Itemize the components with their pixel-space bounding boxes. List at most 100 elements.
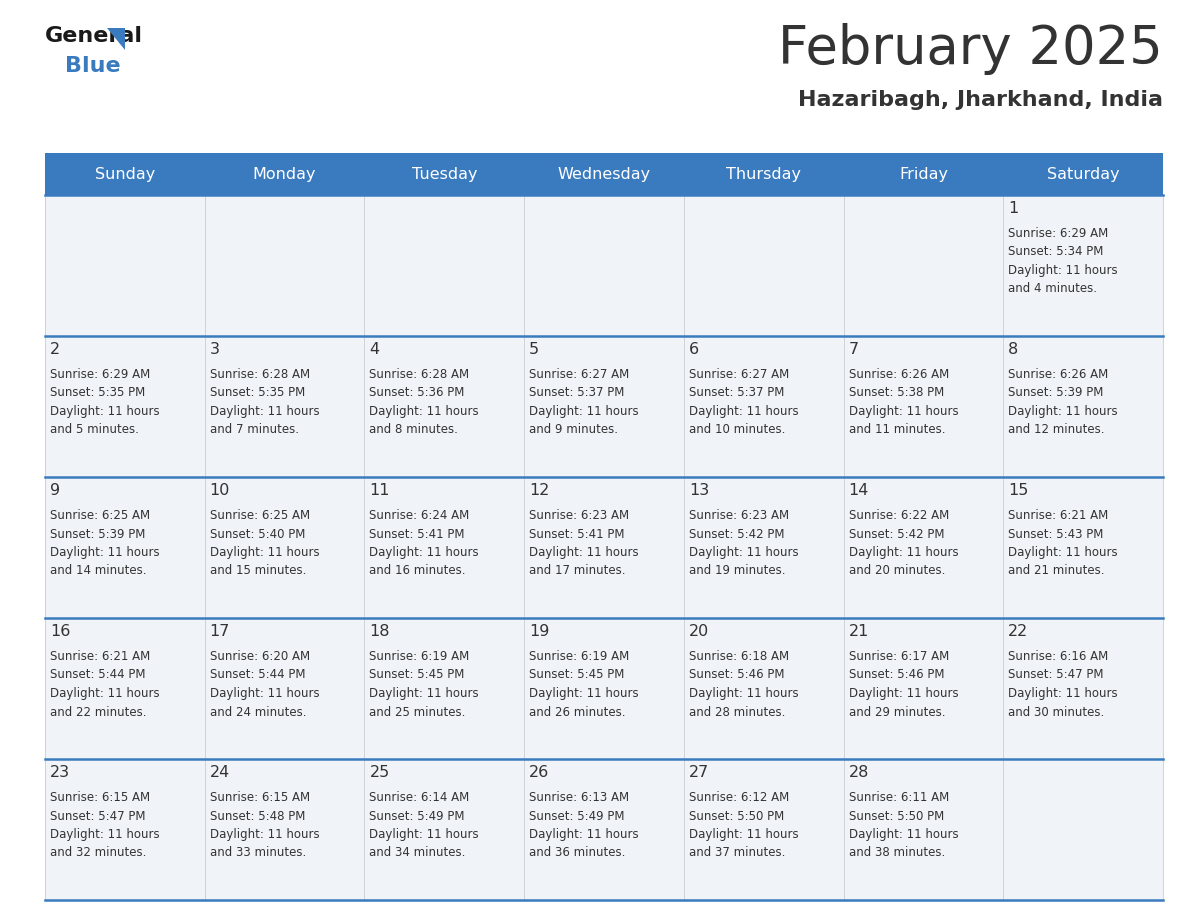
Text: Blue: Blue — [65, 56, 121, 76]
Bar — [524, 759, 684, 900]
Bar — [365, 153, 524, 195]
Text: Sunset: 5:46 PM: Sunset: 5:46 PM — [689, 668, 784, 681]
Bar — [204, 336, 365, 477]
Bar — [204, 477, 365, 618]
Text: Sunrise: 6:23 AM: Sunrise: 6:23 AM — [689, 509, 789, 522]
Text: and 26 minutes.: and 26 minutes. — [529, 706, 626, 719]
Text: Sunrise: 6:11 AM: Sunrise: 6:11 AM — [848, 791, 949, 804]
Text: Daylight: 11 hours: Daylight: 11 hours — [689, 828, 798, 841]
Text: Saturday: Saturday — [1047, 166, 1119, 182]
Bar — [843, 477, 1004, 618]
Text: Daylight: 11 hours: Daylight: 11 hours — [369, 828, 479, 841]
Text: Sunset: 5:42 PM: Sunset: 5:42 PM — [689, 528, 784, 541]
Text: Sunset: 5:34 PM: Sunset: 5:34 PM — [1009, 245, 1104, 259]
Bar — [843, 153, 1004, 195]
Text: Daylight: 11 hours: Daylight: 11 hours — [848, 546, 959, 559]
Text: 23: 23 — [50, 765, 70, 780]
Text: Daylight: 11 hours: Daylight: 11 hours — [210, 687, 320, 700]
Text: and 8 minutes.: and 8 minutes. — [369, 423, 459, 436]
Text: 13: 13 — [689, 483, 709, 498]
Polygon shape — [107, 28, 125, 50]
Bar — [45, 195, 204, 336]
Text: Sunset: 5:49 PM: Sunset: 5:49 PM — [369, 810, 465, 823]
Text: Daylight: 11 hours: Daylight: 11 hours — [50, 405, 159, 418]
Text: Tuesday: Tuesday — [411, 166, 478, 182]
Text: and 32 minutes.: and 32 minutes. — [50, 846, 146, 859]
Text: Daylight: 11 hours: Daylight: 11 hours — [50, 546, 159, 559]
Text: and 28 minutes.: and 28 minutes. — [689, 706, 785, 719]
Bar — [45, 477, 204, 618]
Text: Sunrise: 6:25 AM: Sunrise: 6:25 AM — [210, 509, 310, 522]
Text: Sunrise: 6:20 AM: Sunrise: 6:20 AM — [210, 650, 310, 663]
Text: Sunset: 5:45 PM: Sunset: 5:45 PM — [369, 668, 465, 681]
Text: Hazaribagh, Jharkhand, India: Hazaribagh, Jharkhand, India — [798, 90, 1163, 110]
Bar — [45, 759, 204, 900]
Bar — [45, 336, 204, 477]
Bar — [843, 759, 1004, 900]
Text: Sunset: 5:37 PM: Sunset: 5:37 PM — [529, 386, 625, 399]
Text: and 36 minutes.: and 36 minutes. — [529, 846, 626, 859]
Bar — [204, 759, 365, 900]
Text: Daylight: 11 hours: Daylight: 11 hours — [1009, 264, 1118, 277]
Text: 1: 1 — [1009, 201, 1018, 216]
Text: Sunrise: 6:12 AM: Sunrise: 6:12 AM — [689, 791, 789, 804]
Text: Sunrise: 6:28 AM: Sunrise: 6:28 AM — [369, 368, 469, 381]
Text: Sunrise: 6:29 AM: Sunrise: 6:29 AM — [50, 368, 150, 381]
Text: Sunrise: 6:17 AM: Sunrise: 6:17 AM — [848, 650, 949, 663]
Text: 26: 26 — [529, 765, 549, 780]
Text: 19: 19 — [529, 624, 550, 639]
Text: Daylight: 11 hours: Daylight: 11 hours — [689, 687, 798, 700]
Bar — [843, 195, 1004, 336]
Text: Daylight: 11 hours: Daylight: 11 hours — [848, 828, 959, 841]
Bar — [45, 618, 204, 759]
Text: Sunrise: 6:21 AM: Sunrise: 6:21 AM — [1009, 509, 1108, 522]
Text: 14: 14 — [848, 483, 868, 498]
Text: and 17 minutes.: and 17 minutes. — [529, 565, 626, 577]
Text: and 14 minutes.: and 14 minutes. — [50, 565, 146, 577]
Text: Daylight: 11 hours: Daylight: 11 hours — [210, 546, 320, 559]
Text: Sunrise: 6:26 AM: Sunrise: 6:26 AM — [1009, 368, 1108, 381]
Text: 28: 28 — [848, 765, 868, 780]
Bar — [1004, 153, 1163, 195]
Text: and 5 minutes.: and 5 minutes. — [50, 423, 139, 436]
Text: 8: 8 — [1009, 342, 1018, 357]
Bar — [524, 153, 684, 195]
Text: 16: 16 — [50, 624, 70, 639]
Text: Daylight: 11 hours: Daylight: 11 hours — [1009, 687, 1118, 700]
Text: General: General — [45, 26, 143, 46]
Text: Sunrise: 6:19 AM: Sunrise: 6:19 AM — [529, 650, 630, 663]
Text: and 20 minutes.: and 20 minutes. — [848, 565, 944, 577]
Bar — [684, 153, 843, 195]
Text: Daylight: 11 hours: Daylight: 11 hours — [210, 405, 320, 418]
Text: Sunrise: 6:29 AM: Sunrise: 6:29 AM — [1009, 227, 1108, 240]
Text: Sunset: 5:50 PM: Sunset: 5:50 PM — [848, 810, 943, 823]
Text: Sunset: 5:44 PM: Sunset: 5:44 PM — [210, 668, 305, 681]
Bar — [1004, 336, 1163, 477]
Text: Daylight: 11 hours: Daylight: 11 hours — [1009, 546, 1118, 559]
Text: 9: 9 — [50, 483, 61, 498]
Text: Sunrise: 6:25 AM: Sunrise: 6:25 AM — [50, 509, 150, 522]
Bar — [45, 153, 204, 195]
Text: Sunset: 5:39 PM: Sunset: 5:39 PM — [1009, 386, 1104, 399]
Bar — [843, 336, 1004, 477]
Text: Daylight: 11 hours: Daylight: 11 hours — [529, 546, 639, 559]
Bar — [524, 336, 684, 477]
Text: February 2025: February 2025 — [778, 23, 1163, 75]
Text: 18: 18 — [369, 624, 390, 639]
Bar — [1004, 618, 1163, 759]
Text: and 16 minutes.: and 16 minutes. — [369, 565, 466, 577]
Text: Sunrise: 6:13 AM: Sunrise: 6:13 AM — [529, 791, 630, 804]
Bar — [365, 195, 524, 336]
Bar — [524, 195, 684, 336]
Text: and 22 minutes.: and 22 minutes. — [50, 706, 146, 719]
Bar — [365, 336, 524, 477]
Text: 6: 6 — [689, 342, 699, 357]
Text: and 12 minutes.: and 12 minutes. — [1009, 423, 1105, 436]
Text: 25: 25 — [369, 765, 390, 780]
Text: Daylight: 11 hours: Daylight: 11 hours — [689, 405, 798, 418]
Text: 12: 12 — [529, 483, 550, 498]
Text: Monday: Monday — [253, 166, 316, 182]
Text: 20: 20 — [689, 624, 709, 639]
Text: and 24 minutes.: and 24 minutes. — [210, 706, 307, 719]
Text: Daylight: 11 hours: Daylight: 11 hours — [50, 828, 159, 841]
